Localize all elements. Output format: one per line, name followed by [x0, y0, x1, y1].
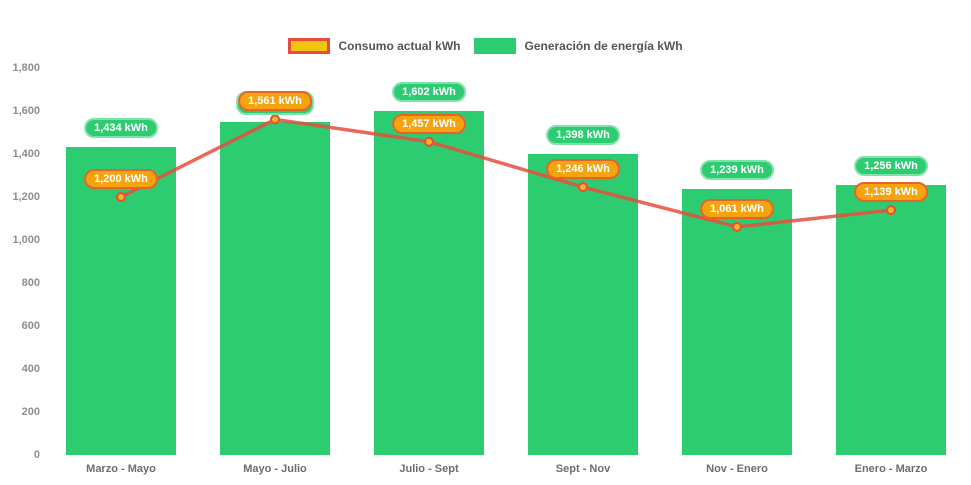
legend-swatch-generacion	[474, 38, 517, 54]
generation-label: 1,256 kWh	[854, 155, 928, 176]
generation-bar[interactable]	[220, 121, 330, 455]
consumption-point[interactable]	[270, 114, 280, 125]
generation-label: 1,434 kWh	[84, 117, 158, 138]
y-tick-label: 800	[21, 277, 40, 289]
consumption-point[interactable]	[578, 182, 588, 193]
y-tick-label: 1,400	[12, 148, 40, 160]
y-tick-label: 600	[21, 320, 40, 332]
x-category-label: Sept - Nov	[555, 463, 611, 475]
consumption-label: 1,457 kWh	[392, 113, 466, 134]
y-tick-label: 1,600	[12, 105, 40, 117]
x-category-label: Nov - Enero	[706, 463, 768, 475]
consumption-point[interactable]	[732, 221, 742, 232]
consumption-label: 1,246 kWh	[546, 159, 620, 180]
legend-item-generacion[interactable]: Generación de energía kWh	[474, 38, 683, 54]
consumption-label: 1,200 kWh	[84, 169, 158, 189]
legend-item-consumo[interactable]: Consumo actual kWh	[288, 38, 460, 54]
x-category-label: Enero - Marzo	[854, 463, 928, 475]
consumption-point[interactable]	[424, 136, 434, 147]
generation-label: 1,398 kWh	[546, 125, 620, 146]
y-tick-label: 0	[33, 449, 40, 461]
consumption-label: 1,139 kWh	[854, 182, 928, 203]
generation-bar[interactable]	[374, 110, 484, 455]
legend: Consumo actual kWh Generación de energía…	[0, 38, 971, 54]
generation-bar[interactable]	[682, 188, 792, 455]
legend-label-consumo: Consumo actual kWh	[338, 39, 461, 53]
y-tick-label: 1,200	[12, 191, 40, 203]
legend-label-generacion: Generación de energía kWh	[524, 39, 683, 53]
legend-swatch-consumo	[288, 38, 331, 54]
x-category-label: Marzo - Mayo	[86, 463, 156, 475]
y-tick-label: 1,000	[12, 234, 40, 246]
generation-label: 1,239 kWh	[700, 159, 774, 180]
y-tick-label: 200	[21, 406, 40, 418]
x-category-label: Julio - Sept	[399, 463, 459, 475]
consumption-line	[120, 117, 892, 229]
consumption-point[interactable]	[886, 205, 896, 216]
x-category-label: Mayo - Julio	[243, 463, 307, 475]
generation-bar[interactable]	[836, 184, 946, 455]
consumption-point[interactable]	[116, 192, 126, 202]
generation-bar[interactable]	[528, 154, 638, 455]
y-tick-label: 400	[21, 363, 40, 375]
generation-label: 1,602 kWh	[392, 81, 466, 102]
consumption-label: 1,561 kWh	[238, 91, 312, 112]
y-tick-label: 1,800	[12, 62, 40, 74]
consumption-label: 1,061 kWh	[700, 198, 774, 219]
